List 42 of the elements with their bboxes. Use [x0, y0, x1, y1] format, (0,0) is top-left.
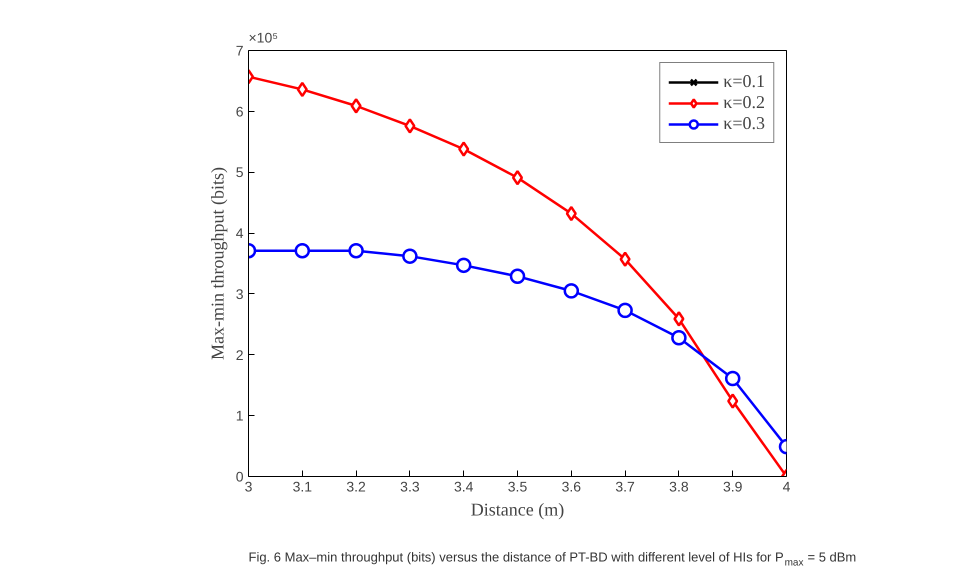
point: [402, 248, 418, 264]
point: [566, 206, 577, 222]
point: [512, 170, 524, 186]
y-axis-title: Max-min throughput (bits): [208, 167, 228, 360]
y-tick-label: 2: [236, 346, 244, 363]
point: [564, 283, 580, 299]
point: [673, 311, 684, 327]
x-tick-label: 3.2: [346, 478, 366, 494]
point: [727, 393, 738, 409]
point: [348, 242, 364, 258]
point: [456, 258, 472, 274]
x-axis-title: Distance (m): [470, 500, 564, 520]
point: [617, 302, 633, 318]
x-tick-label: 3.8: [669, 478, 689, 494]
y-tick-label: 6: [236, 103, 244, 120]
y-tick-label: 0: [236, 468, 244, 484]
y-tick-label: 3: [236, 286, 244, 302]
point: [620, 251, 631, 267]
text: ×10⁵: [248, 30, 278, 46]
point: [724, 370, 740, 386]
x-tick-label: 3.6: [562, 478, 582, 494]
point: [350, 98, 362, 114]
x-tick-label: 3.3: [400, 478, 420, 494]
point: [404, 118, 416, 134]
y-tick-label: 1: [236, 408, 244, 424]
point: [296, 82, 308, 98]
x-tick-label: 3.1: [292, 478, 312, 494]
x-tick-label: 3.7: [615, 478, 636, 494]
x-tick-label: 3.4: [454, 478, 474, 494]
point: [671, 330, 687, 346]
x-tick-label: 3.9: [722, 478, 743, 494]
point: [510, 268, 526, 284]
x-tick-label: 3.5: [508, 478, 528, 494]
point: [458, 141, 470, 157]
y-tick-label: 5: [236, 164, 244, 180]
y-tick-label: 7: [236, 42, 244, 58]
point: [294, 242, 310, 258]
legend-label: κ=0.3: [723, 113, 765, 134]
legend-label: κ=0.1: [723, 71, 765, 92]
y-tick-label: 4: [236, 225, 244, 242]
x-tick-label: 4: [782, 478, 791, 494]
legend-label: κ=0.2: [723, 92, 765, 113]
